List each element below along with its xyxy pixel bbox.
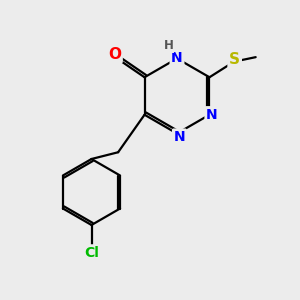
Text: N: N (174, 130, 185, 144)
Text: N: N (206, 108, 218, 122)
Text: N: N (171, 52, 183, 65)
Text: O: O (108, 47, 121, 62)
Text: H: H (164, 39, 173, 52)
Text: Cl: Cl (84, 246, 99, 260)
Text: S: S (229, 52, 240, 67)
